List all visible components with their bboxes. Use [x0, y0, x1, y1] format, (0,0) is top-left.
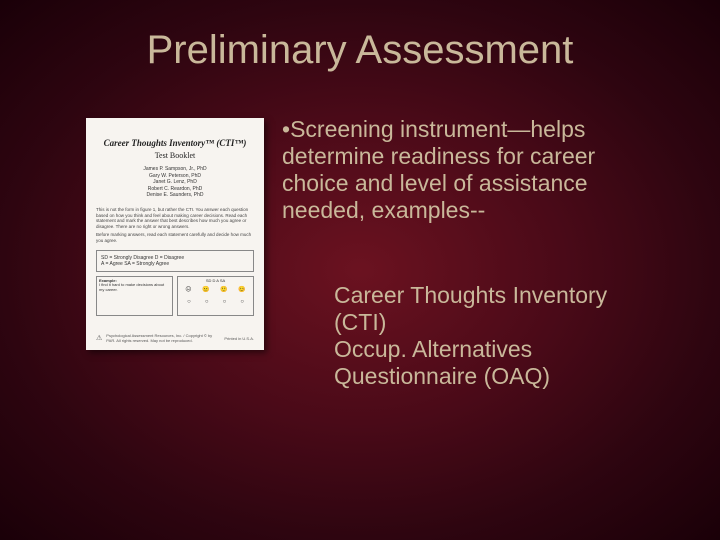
- slide-title: Preliminary Assessment: [0, 28, 720, 73]
- booklet-paragraph: Before marking answers, read each statem…: [96, 232, 254, 243]
- response-header: SD D A SA: [180, 279, 251, 284]
- bullet-item: •Screening instrument—helps determine re…: [282, 116, 630, 225]
- footer-right: Printed in U.S.A.: [224, 337, 254, 342]
- response-faces: ☹ 😐 🙂 😊: [180, 287, 251, 294]
- circle-icon: ○: [205, 299, 209, 306]
- booklet-paragraph: This is not the form in figure 1, but ra…: [96, 207, 254, 230]
- slide: Preliminary Assessment Career Thoughts I…: [0, 0, 720, 540]
- circle-icon: ○: [240, 299, 244, 306]
- face-icon: 🙂: [220, 287, 227, 294]
- booklet-image: Career Thoughts Inventory™ (CTI™) Test B…: [86, 118, 264, 350]
- legend-line: A = Agree SA = Strongly Agree: [101, 261, 249, 267]
- booklet-authors: James P. Sampson, Jr., PhD Gary W. Peter…: [96, 166, 254, 199]
- response-circles: ○ ○ ○ ○: [180, 299, 251, 306]
- sub-list: Career Thoughts Inventory (CTI) Occup. A…: [334, 282, 630, 391]
- booklet-footer: ⚠ Psychological Assessment Resources, In…: [96, 334, 254, 344]
- bullet-text: Screening instrument—helps determine rea…: [282, 116, 595, 223]
- sublist-item: Occup. Alternatives Questionnaire (OAQ): [334, 336, 630, 390]
- example-cell-left: Example: I find it hard to make decision…: [96, 276, 173, 316]
- footer-text: Psychological Assessment Resources, Inc.…: [106, 334, 220, 344]
- face-icon: 😊: [238, 287, 245, 294]
- bullet-marker: •: [282, 116, 290, 142]
- booklet-legend-box: SD = Strongly Disagree D = Disagree A = …: [96, 250, 254, 272]
- warning-icon: ⚠: [96, 335, 102, 343]
- example-text: I find it hard to make decisions about m…: [99, 283, 170, 293]
- body-text: •Screening instrument—helps determine re…: [282, 116, 630, 233]
- author-line: Denise E. Saunders, PhD: [96, 192, 254, 199]
- face-icon: ☹: [185, 287, 191, 294]
- sublist-item: Career Thoughts Inventory (CTI): [334, 282, 630, 336]
- face-icon: 😐: [202, 287, 209, 294]
- booklet-subtitle: Test Booklet: [96, 151, 254, 161]
- circle-icon: ○: [187, 299, 191, 306]
- example-cell-right: SD D A SA ☹ 😐 🙂 😊 ○ ○ ○ ○: [177, 276, 254, 316]
- booklet-title: Career Thoughts Inventory™ (CTI™): [96, 138, 254, 149]
- circle-icon: ○: [223, 299, 227, 306]
- booklet-example-row: Example: I find it hard to make decision…: [96, 276, 254, 316]
